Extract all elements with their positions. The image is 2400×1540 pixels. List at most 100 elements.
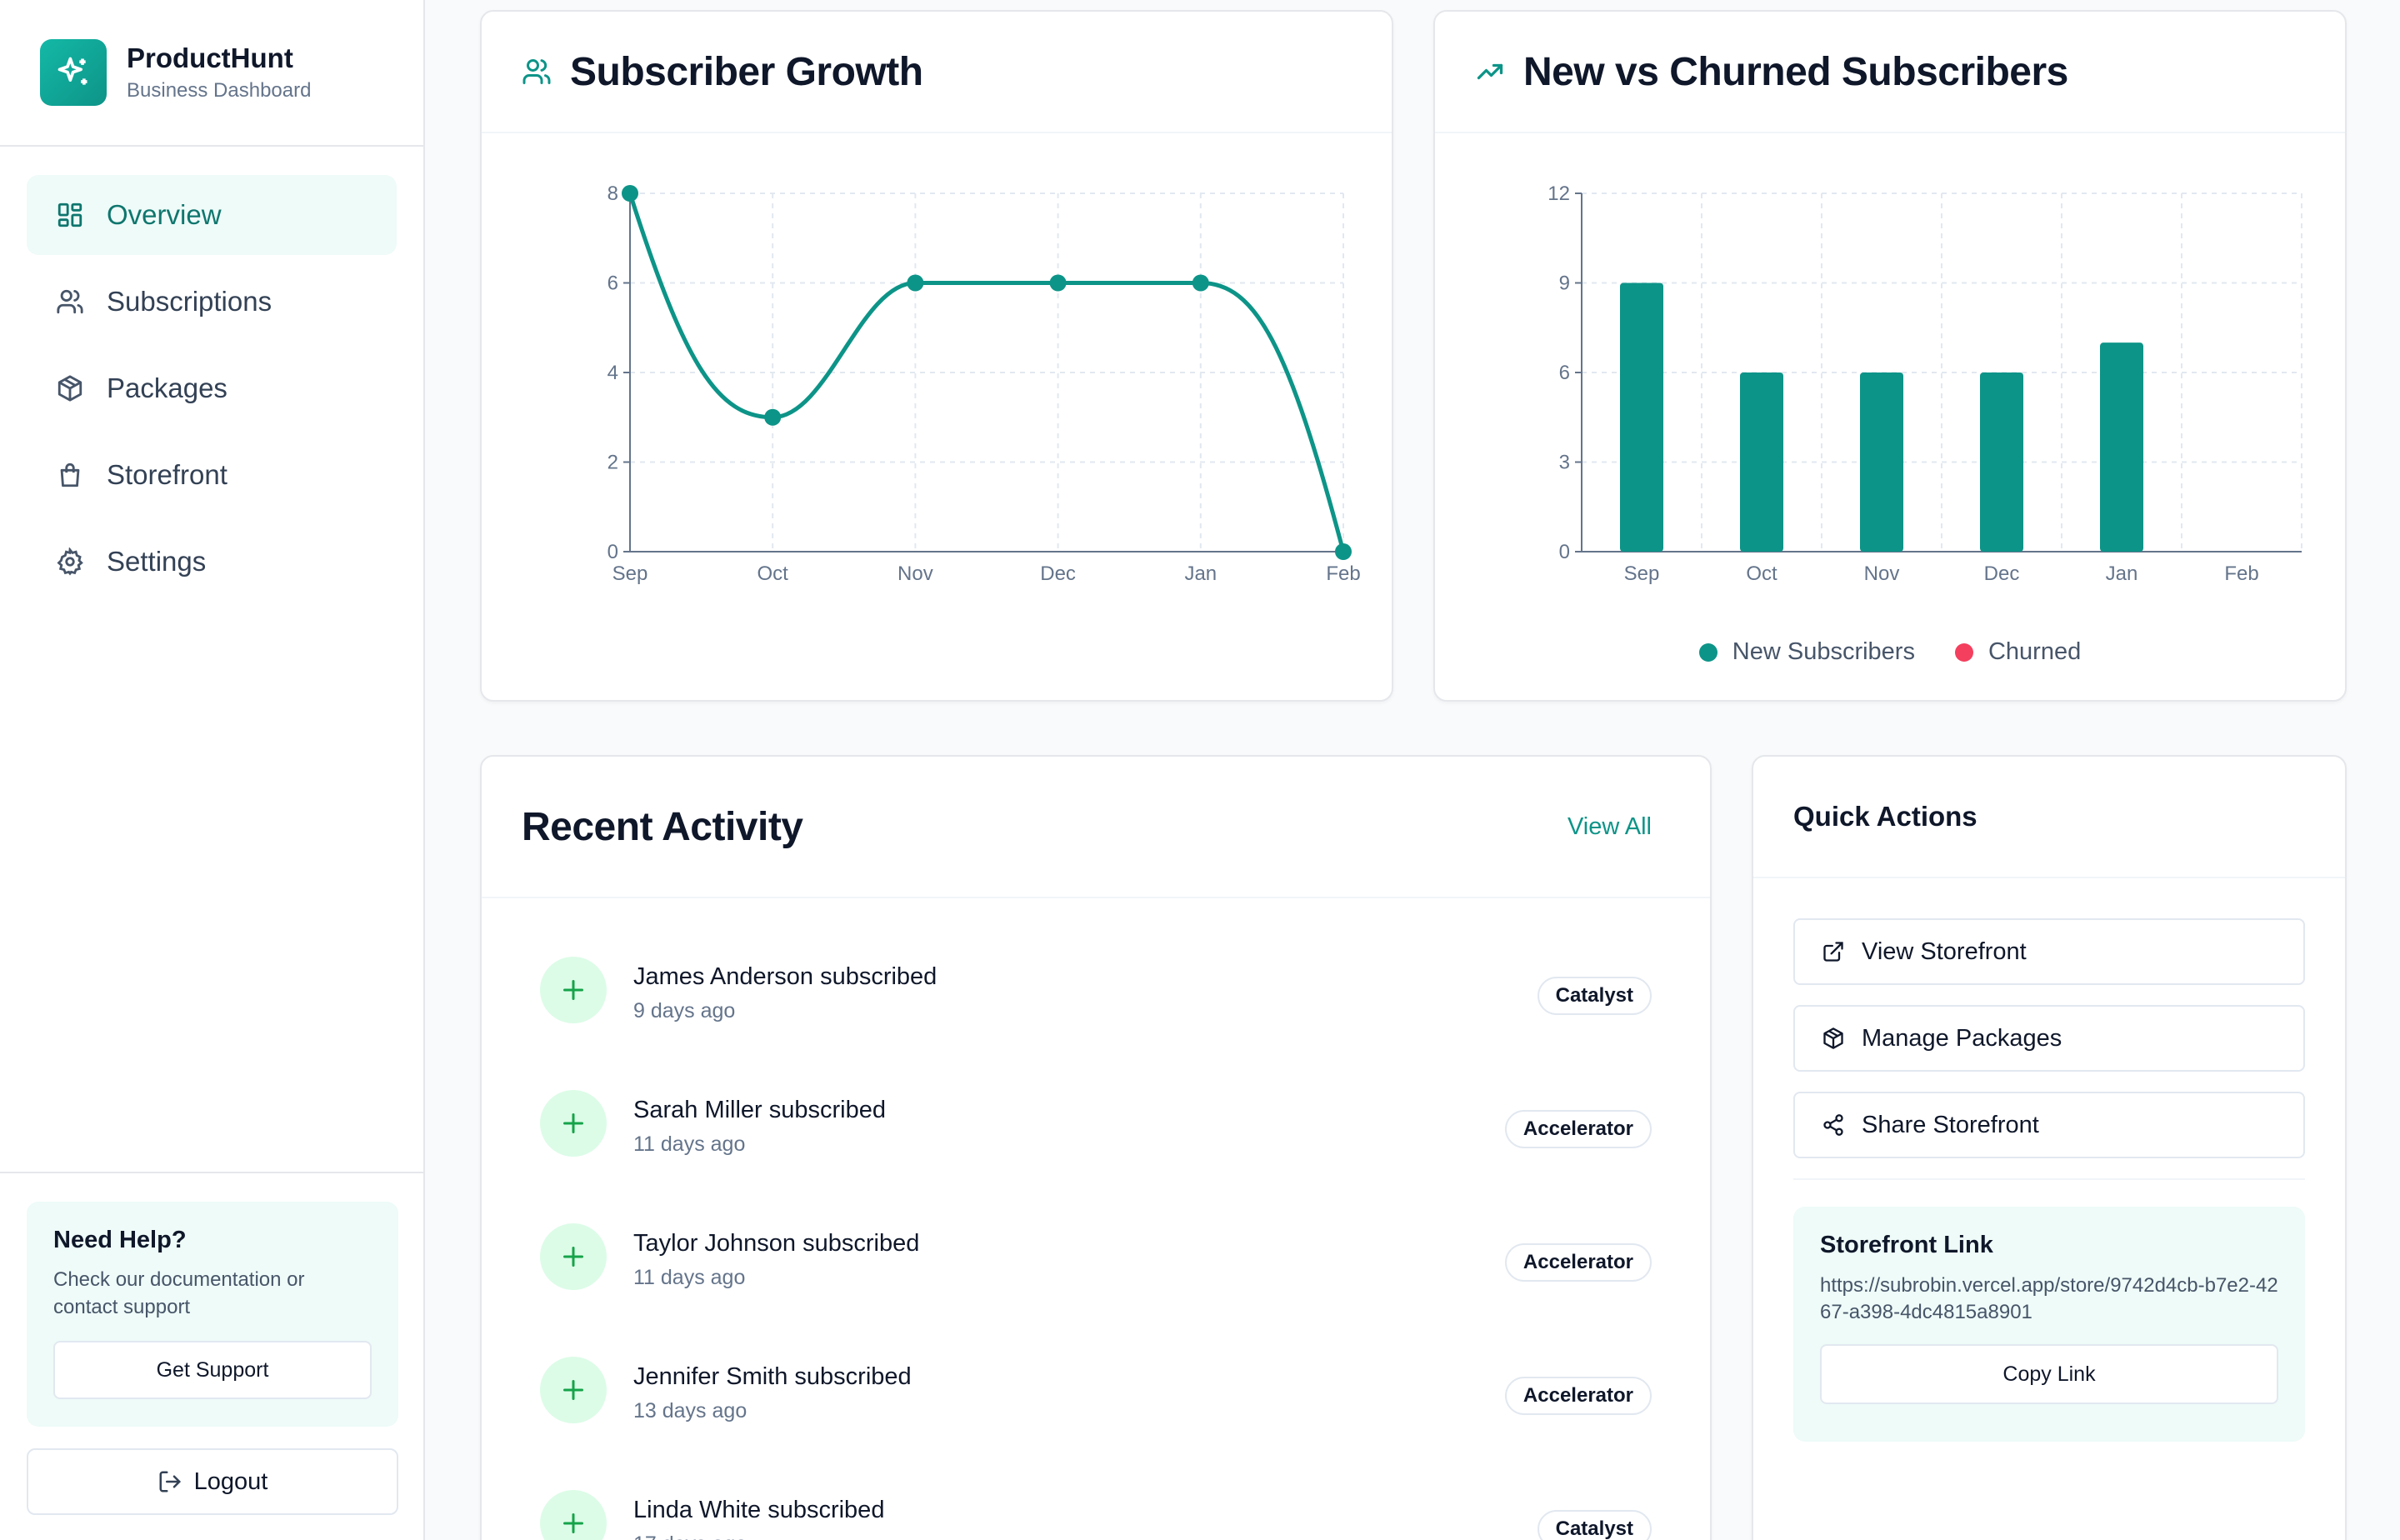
recent-activity-card: Recent Activity View All James Anderson … (480, 755, 1712, 1540)
recent-activity-title: Recent Activity (522, 804, 803, 849)
x-tick-label: Sep (612, 562, 648, 585)
plus-icon (540, 957, 607, 1023)
quick-actions-list: View Storefront Manage Packages Share St… (1753, 878, 2345, 1442)
logout-button[interactable]: Logout (27, 1448, 398, 1515)
bar (2100, 342, 2143, 552)
y-tick-label: 3 (1559, 452, 1570, 474)
growth-line (628, 192, 1346, 552)
x-tick-label: Feb (2224, 562, 2258, 585)
activity-item[interactable]: James Anderson subscribed 9 days ago Cat… (482, 938, 1710, 1072)
x-tick-label: Nov (898, 562, 933, 585)
storefront-link-card: Storefront Link https://subrobin.vercel.… (1793, 1207, 2305, 1442)
sidebar-item-packages[interactable]: Packages (27, 348, 397, 428)
y-tick-label: 6 (608, 272, 618, 295)
activity-time: 13 days ago (633, 1399, 748, 1422)
data-point (1335, 543, 1352, 560)
copy-link-button[interactable]: Copy Link (1820, 1344, 2278, 1404)
legend-item-churned: Churned (1954, 638, 2082, 666)
sidebar-item-storefront[interactable]: Storefront (27, 435, 397, 515)
x-tick-label: Jan (2106, 562, 2138, 585)
sparkles-icon (40, 39, 107, 106)
activity-item[interactable]: Sarah Miller subscribed 11 days ago Acce… (482, 1072, 1710, 1205)
data-point (622, 185, 638, 202)
manage-packages-button[interactable]: Manage Packages (1793, 1005, 2305, 1072)
sidebar-item-label: Subscriptions (107, 286, 272, 317)
sidebar-item-label: Settings (107, 546, 207, 577)
x-tick-label: Feb (1326, 562, 1360, 585)
y-tick-label: 8 (608, 182, 618, 205)
sidebar: ProductHunt Business Dashboard Overview … (0, 0, 425, 1540)
bar (1740, 372, 1783, 552)
legend-item-new-subscribers: New Subscribers (1698, 638, 1915, 666)
sidebar-item-label: Storefront (107, 459, 228, 490)
x-tick-label: Oct (758, 562, 789, 585)
activity-title: Taylor Johnson subscribed (633, 1230, 920, 1257)
data-point (907, 274, 924, 292)
activity-list: James Anderson subscribed 9 days ago Cat… (482, 898, 1710, 1540)
sidebar-item-settings[interactable]: Settings (27, 522, 397, 602)
view-all-link[interactable]: View All (1567, 812, 1652, 840)
new-vs-churned-card: New vs Churned Subscribers 0 3 6 9 12 Sep Oct N… (1433, 10, 2347, 702)
activity-item[interactable]: Jennifer Smith subscribed 13 days ago Ac… (482, 1338, 1710, 1472)
bar (1860, 372, 1903, 552)
users-icon (522, 57, 552, 87)
activity-item[interactable]: Taylor Johnson subscribed 11 days ago Ac… (482, 1205, 1710, 1338)
gear-icon (55, 547, 85, 577)
y-tick-label: 0 (1559, 541, 1570, 563)
plus-icon (540, 1090, 607, 1157)
storefront-url: https://subrobin.vercel.app/store/9742d4… (1820, 1274, 2278, 1323)
activity-time: 9 days ago (633, 999, 736, 1022)
plus-icon (540, 1357, 607, 1423)
bar (1620, 282, 1663, 552)
view-storefront-button[interactable]: View Storefront (1793, 918, 2305, 985)
y-tick-label: 6 (1559, 362, 1570, 384)
new-vs-churned-header: New vs Churned Subscribers (1435, 12, 2345, 133)
legend-label: Churned (1988, 638, 2082, 665)
external-link-icon (1822, 940, 1845, 963)
x-tick-label: Oct (1746, 562, 1778, 585)
sidebar-item-overview[interactable]: Overview (27, 175, 397, 255)
logout-icon (158, 1469, 182, 1494)
data-point (1192, 274, 1209, 292)
activity-item[interactable]: Linda White subscribed 17 days ago Catal… (482, 1472, 1710, 1540)
legend-dot-churned (1954, 642, 1973, 662)
share-storefront-button[interactable]: Share Storefront (1793, 1092, 2305, 1158)
recent-activity-header: Recent Activity View All (482, 757, 1710, 898)
sidebar-item-subscriptions[interactable]: Subscriptions (27, 262, 397, 342)
button-label: Share Storefront (1862, 1111, 2039, 1138)
y-tick-label: 0 (608, 541, 618, 563)
new-vs-churned-title: New vs Churned Subscribers (1523, 49, 2068, 94)
plus-icon (540, 1223, 607, 1290)
help-text: Check our documentation or contact suppo… (53, 1268, 305, 1318)
data-point (764, 408, 782, 426)
legend-label: New Subscribers (1732, 638, 1915, 665)
y-tick-label: 12 (1548, 182, 1570, 205)
x-tick-label: Nov (1864, 562, 1900, 585)
users-icon (55, 287, 85, 317)
package-icon (1822, 1027, 1845, 1050)
y-tick-label: 9 (1559, 272, 1570, 295)
package-badge: Catalyst (1537, 1510, 1652, 1540)
activity-title: Linda White subscribed (633, 1497, 885, 1523)
activity-title: Sarah Miller subscribed (633, 1097, 887, 1123)
x-tick-label: Dec (1984, 562, 2020, 585)
share-icon (1822, 1113, 1845, 1137)
sidebar-item-label: Overview (107, 199, 222, 230)
bar (1980, 372, 2023, 552)
y-tick-label: 4 (608, 362, 618, 384)
legend-dot-new (1698, 642, 1718, 662)
divider (1793, 1178, 2305, 1180)
subscriber-growth-card: Subscriber Growth 0 2 4 6 8 Sep Oct Nov Dec Jan Fe… (480, 10, 1393, 702)
sidebar-footer: Need Help? Check our documentation or co… (0, 1172, 423, 1540)
get-support-button[interactable]: Get Support (53, 1341, 372, 1399)
quick-actions-header: Quick Actions (1753, 757, 2345, 878)
trending-up-icon (1475, 57, 1505, 87)
x-tick-label: Jan (1184, 562, 1217, 585)
sidebar-nav: Overview Subscriptions Packages Storefro… (0, 147, 423, 602)
brand-subtitle: Business Dashboard (127, 79, 312, 102)
package-badge: Accelerator (1504, 1377, 1652, 1415)
button-label: View Storefront (1862, 938, 2027, 965)
quick-actions-title: Quick Actions (1793, 801, 1978, 832)
subscriber-growth-header: Subscriber Growth (482, 12, 1392, 133)
chart-legend: New Subscribers Churned (1435, 638, 2345, 666)
